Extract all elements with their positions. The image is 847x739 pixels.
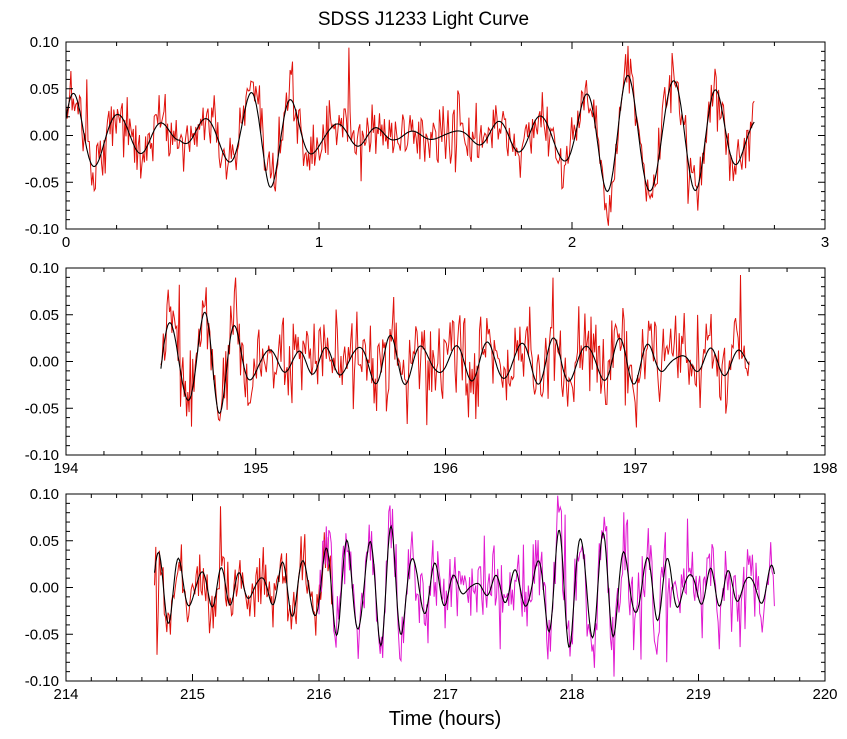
x-tick-label: 3 (821, 234, 829, 251)
plot-frame (65, 41, 826, 230)
x-tick-label: 215 (180, 686, 205, 703)
y-tick-label: -0.10 (25, 221, 59, 238)
series-top-data-0 (66, 45, 755, 226)
y-tick-label: 0.00 (30, 128, 59, 145)
x-tick-label: 216 (306, 686, 331, 703)
x-tick-label: 219 (686, 686, 711, 703)
y-tick-label: 0.05 (30, 81, 59, 98)
y-tick-label: 0.05 (30, 307, 59, 324)
x-tick-label: 197 (623, 460, 648, 477)
series-bottom-model (153, 524, 775, 648)
y-tick-label: 0.10 (30, 486, 59, 503)
x-tick-label: 1 (315, 234, 323, 251)
y-tick-label: -0.10 (25, 447, 59, 464)
y-tick-label: 0.00 (30, 580, 59, 597)
panel-top: 0 1 2 3 0.10 0.05 0.00 -0.05 -0.10 (25, 34, 829, 251)
series-bottom-data-0 (154, 506, 333, 655)
panel-bottom: 214 215 216 217 218 219 220 0.10 0.05 0.00 -0.05 -0… (25, 486, 838, 703)
x-tick-label: 194 (53, 460, 78, 477)
series-middle-data-0 (160, 274, 750, 428)
panel-middle: 194 195 196 197 198 0.10 0.05 0.00 -0.05 -0.10 (25, 260, 838, 477)
y-tick-label: -0.05 (25, 400, 59, 417)
series-middle-model (160, 311, 750, 415)
x-tick-label: 196 (433, 460, 458, 477)
x-tick-label: 2 (568, 234, 576, 251)
series-top-model (66, 74, 755, 193)
y-tick-label: -0.10 (25, 673, 59, 690)
y-tick-label: 0.00 (30, 354, 59, 371)
x-tick-label: 0 (62, 234, 70, 251)
y-tick-label: 0.10 (30, 260, 59, 277)
x-tick-label: 198 (812, 460, 837, 477)
y-tick-label: 0.10 (30, 34, 59, 51)
series-bottom-data-1 (318, 495, 775, 677)
x-tick-label: 217 (433, 686, 458, 703)
x-tick-label: 214 (53, 686, 78, 703)
y-tick-label: -0.05 (25, 626, 59, 643)
x-tick-label: 218 (559, 686, 584, 703)
plot-frame (65, 493, 826, 682)
y-tick-label: 0.05 (30, 533, 59, 550)
x-axis-label: Time (hours) (389, 708, 502, 730)
x-tick-label: 220 (812, 686, 837, 703)
y-tick-label: -0.05 (25, 174, 59, 191)
x-tick-label: 195 (243, 460, 268, 477)
chart-title: SDSS J1233 Light Curve (318, 9, 529, 30)
